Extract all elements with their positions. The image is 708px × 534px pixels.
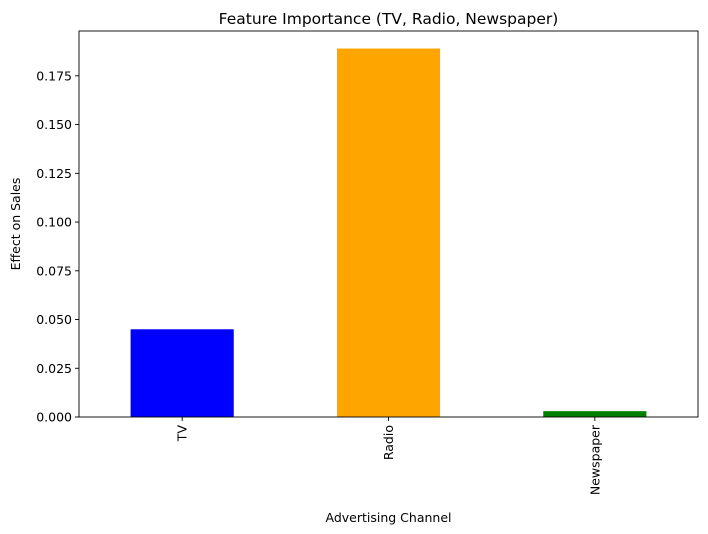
chart-title: Feature Importance (TV, Radio, Newspaper… [219,10,559,28]
x-tick-label-tv: TV [175,425,190,443]
y-tick-label: 0.125 [36,166,72,181]
plot-frame [78,30,699,418]
y-axis-label: Effect on Sales [8,178,23,271]
y-tick-label: 0.050 [36,312,72,327]
x-axis-ticks: TV Radio Newspaper [175,417,602,495]
bar-tv [130,329,234,417]
y-tick-label: 0.100 [36,215,72,230]
bars-group [130,48,647,417]
y-tick-label: 0.150 [36,117,72,132]
bar-radio [336,48,441,417]
y-tick-label: 0.025 [36,361,72,376]
y-tick-label: 0.075 [36,263,72,278]
y-tick-label: 0.175 [36,68,72,83]
x-tick-label-radio: Radio [381,425,396,460]
x-axis-label: Advertising Channel [325,510,451,525]
bar-newspaper [543,411,647,417]
y-tick-label: 0.000 [36,410,72,425]
x-tick-label-newspaper: Newspaper [587,424,602,495]
y-axis-ticks: 0.000 0.025 0.050 0.075 0.100 0.125 0.150 0.175 [36,68,79,425]
